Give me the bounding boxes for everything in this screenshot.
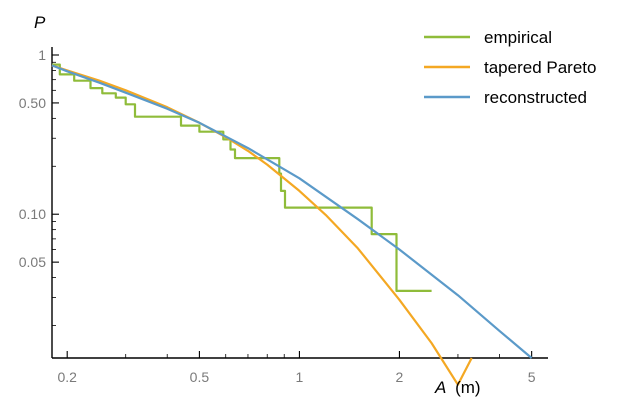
- x-axis-label-unit: (m): [455, 378, 480, 397]
- x-axis-label: A (m): [434, 378, 481, 397]
- y-tick-label: 0.50: [19, 95, 46, 111]
- series-layer: [51, 63, 533, 386]
- x-axis-label-variable: A: [434, 378, 446, 397]
- legend: empirical tapered Pareto reconstructed: [424, 28, 596, 107]
- y-tick-label: 1: [38, 47, 46, 63]
- x-tick-label: 5: [528, 369, 536, 385]
- legend-label-tapered-pareto: tapered Pareto: [484, 58, 596, 77]
- x-tick-label: 1: [296, 369, 304, 385]
- x-tick-label: 0.2: [57, 369, 77, 385]
- series-line-tapered-pareto: [51, 64, 473, 386]
- legend-label-empirical: empirical: [484, 28, 552, 47]
- y-axis-label: P: [34, 13, 46, 32]
- x-tick-label: 0.5: [190, 369, 210, 385]
- y-tick-label: 0.10: [19, 206, 46, 222]
- legend-label-reconstructed: reconstructed: [484, 88, 587, 107]
- series-line-empirical: [52, 63, 432, 292]
- axes: 0.2 0.5 1 2 5 1 0.50 0.10 0.05: [19, 47, 548, 385]
- y-tick-label: 0.05: [19, 254, 46, 270]
- series-line-reconstructed: [51, 64, 533, 359]
- x-tick-label: 2: [396, 369, 404, 385]
